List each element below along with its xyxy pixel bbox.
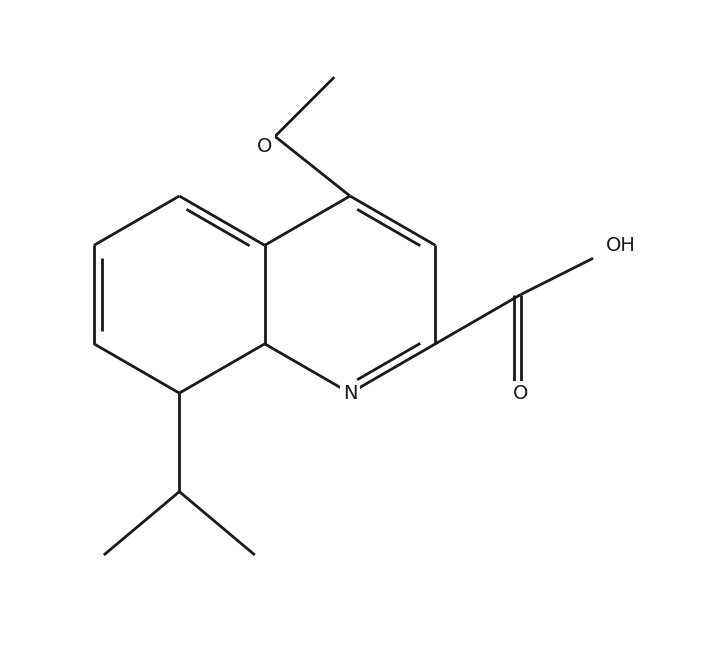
Text: N: N — [343, 384, 357, 402]
Text: O: O — [257, 137, 272, 156]
Text: O: O — [513, 384, 528, 402]
Text: OH: OH — [606, 236, 636, 255]
